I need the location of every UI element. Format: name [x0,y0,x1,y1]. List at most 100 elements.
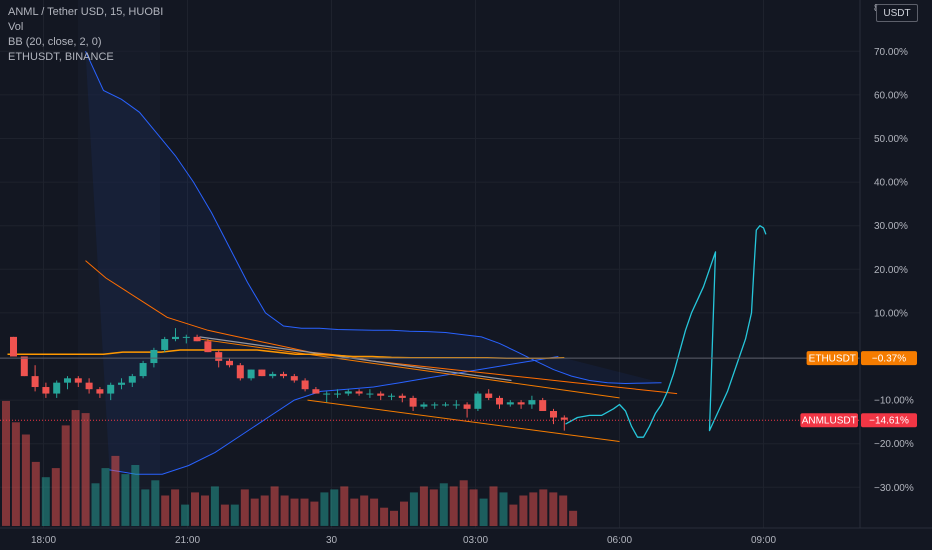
chart-legend: ANML / Tether USD, 15, HUOBI Vol BB (20,… [8,5,163,65]
volume-bar [559,495,568,526]
candle-body [172,336,179,340]
candle-body [334,393,341,395]
candle-body [247,369,255,379]
candle-body [193,336,201,342]
time-tick-label: 09:00 [751,535,776,546]
candle-body [528,400,536,405]
volume-bar [161,495,170,526]
volume-bar [2,400,10,526]
candle-body [539,400,547,411]
candle-body [463,404,471,409]
candle [53,380,61,398]
tag-value-box [861,413,917,428]
volume-bar [280,495,289,526]
volume-bar [31,461,40,526]
volume-bar [370,498,379,526]
candle [301,378,309,392]
time-tick-label: 21:00 [175,535,200,546]
candle-body [496,397,503,405]
volume-bar [380,507,389,526]
candle [517,400,525,409]
candle [312,387,320,394]
bollinger-bands [85,51,678,475]
candle-body [74,378,82,383]
volume-bar [469,489,478,526]
volume-bar [51,468,60,526]
candle [377,391,385,401]
candle [96,387,104,398]
candle-body [150,349,158,364]
candle-body [42,387,50,394]
candle-body [139,363,147,377]
candle [420,402,428,409]
volume-bar [41,477,50,526]
projection-drawing [565,225,767,438]
trend-line-lower [307,399,620,443]
volume-bar [479,498,488,526]
candle [182,334,190,344]
volume-bar [181,504,190,526]
candle-body [64,378,71,383]
candle [31,365,39,392]
volume-indicator-label[interactable]: Vol [8,21,24,33]
candle-body [312,389,320,394]
volume-bar [419,486,428,526]
tag-name: ANMLUSDT [802,416,857,427]
volume-bar [390,510,398,527]
volume-bar [111,455,120,526]
volume-bar [230,504,239,526]
compare-symbol-label[interactable]: ETHUSDT, BINANCE [8,51,114,63]
candle-body [204,341,212,353]
volume-bar [449,486,458,526]
candle-body [355,391,363,394]
candle [42,382,50,398]
candle [150,347,158,368]
candle [236,363,244,381]
tag-value: −14.61% [869,416,909,427]
candle-body [366,393,374,395]
candle [323,391,331,403]
candle [280,371,287,379]
candle [388,393,395,401]
candle-body [485,393,493,398]
symbol-title[interactable]: ANML / Tether USD, 15, HUOBI [8,6,164,18]
candle-body [269,373,277,377]
candle-body [107,384,115,394]
bollinger-indicator-label[interactable]: BB (20, close, 2, 0) [8,36,102,48]
candle-body [161,339,169,350]
time-axis[interactable]: 18:00 21:00 30 03:00 06:00 09:00 [0,527,932,546]
volume-bar [310,501,319,526]
candle-body [388,395,395,397]
candle [409,395,417,411]
candle-body [118,382,125,385]
volume-bar [429,489,438,526]
volume-bar [360,495,369,526]
tag-value-box [861,351,917,366]
volume-bars [2,400,578,527]
volume-bar [61,425,70,526]
volume-bar [529,492,538,526]
candle-body [506,402,514,405]
candle-body [474,393,482,409]
volume-bar [400,501,408,526]
volume-bar [330,489,339,526]
volume-bar [270,486,279,526]
time-tick-label: 06:00 [607,535,632,546]
price-tick-label: −20.00% [874,439,914,450]
currency-unit-button[interactable]: USDT [876,4,918,22]
candle-body [280,373,287,377]
candle [64,376,71,390]
price-axis[interactable]: 70.00% 60.00% 50.00% 40.00% 30.00% 20.00% 10.0… [859,0,914,528]
volume-bar [509,504,518,526]
candle-body [420,404,428,407]
session-shade [78,0,160,528]
candle [118,378,125,390]
candle-body [85,382,93,390]
candle [442,402,449,407]
price-tags: ETHUSDT −0.37% ANMLUSDT −14.61% [800,351,917,428]
price-tick-label: 40.00% [874,178,908,189]
bb-fill [85,51,662,475]
candle [560,415,568,431]
candle [107,382,115,401]
